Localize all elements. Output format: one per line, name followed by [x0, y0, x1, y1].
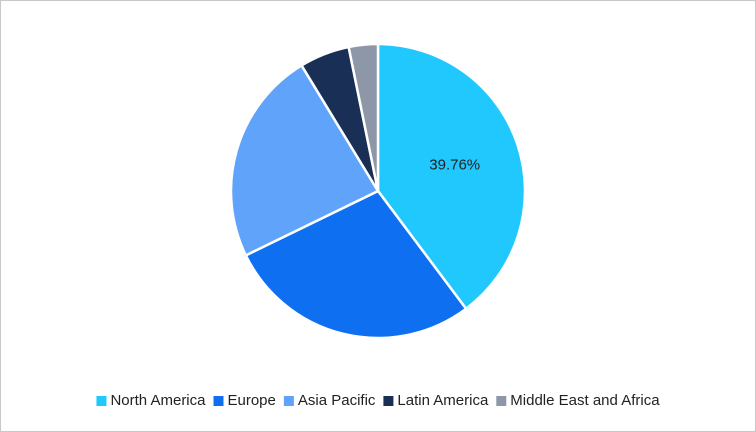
legend: North America Europe Asia Pacific Latin Ame… — [96, 392, 660, 409]
pie-slice — [244, 189, 468, 340]
legend-marker — [383, 396, 394, 406]
legend-label: Middle East and Africa — [510, 392, 660, 409]
legend-label: Latin America — [397, 392, 489, 409]
legend-marker — [496, 396, 507, 406]
legend-label: Europe — [228, 392, 276, 409]
pie-slice — [376, 42, 527, 311]
legend-label: North America — [110, 392, 206, 409]
legend-label: Asia Pacific — [298, 392, 376, 409]
legend-marker — [213, 396, 224, 406]
legend-marker — [283, 396, 294, 406]
pie-slice — [347, 42, 380, 192]
data-label: 39.76% — [429, 156, 480, 173]
legend-marker — [96, 396, 107, 406]
pie-slice — [229, 63, 380, 258]
